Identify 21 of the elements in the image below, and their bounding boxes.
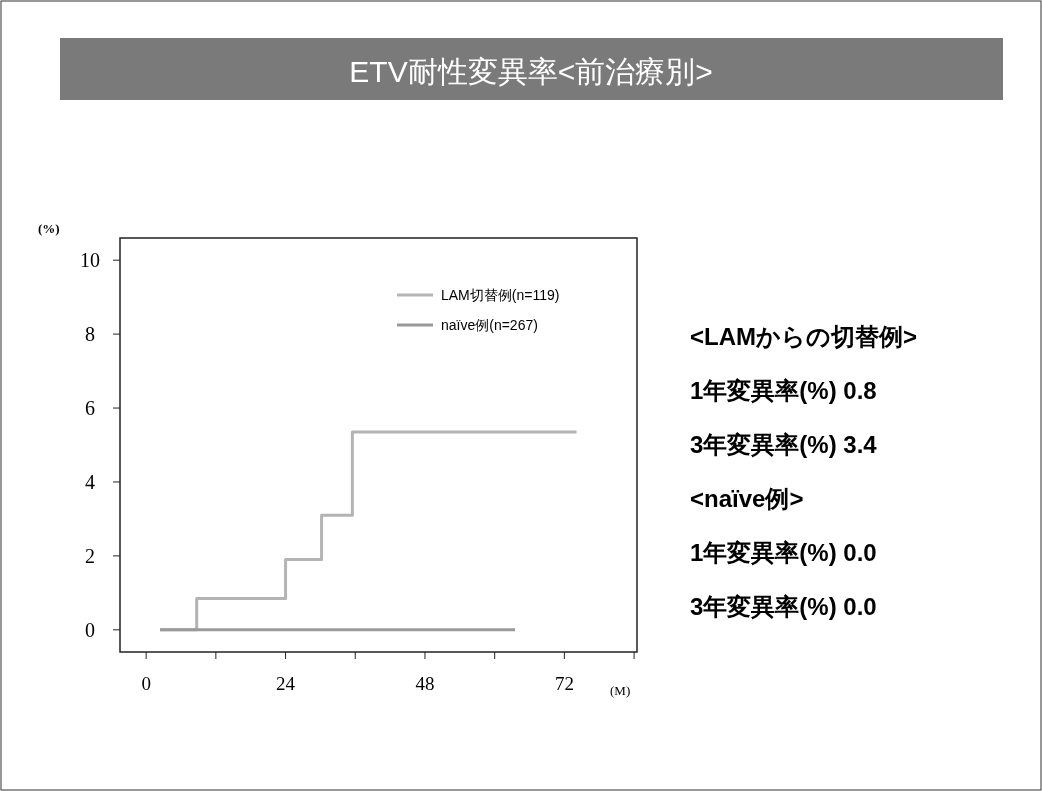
y-tick-label: 10	[80, 249, 100, 272]
annotation: 3年変異率(%) 3.4	[690, 431, 877, 458]
title: ETV耐性変異率<前治療別>	[349, 55, 713, 88]
annotation: 1年変異率(%) 0.8	[690, 377, 877, 404]
y-tick-label: 4	[85, 470, 95, 493]
x-axis-title: (M)	[610, 683, 631, 698]
legend-label: LAM切替例(n=119)	[441, 287, 560, 303]
annotation: <naïve例>	[690, 485, 804, 512]
annotation: <LAMからの切替例>	[690, 323, 917, 350]
annotation: 1年変異率(%) 0.0	[690, 539, 877, 566]
y-tick-label: 8	[85, 323, 95, 346]
x-tick-label: 72	[554, 673, 574, 694]
legend-label: naïve例(n=267)	[441, 317, 538, 333]
x-tick-label: 0	[141, 673, 151, 694]
y-tick-label: 0	[85, 618, 95, 641]
annotation: 3年変異率(%) 0.0	[690, 593, 877, 620]
y-tick-label: 6	[85, 397, 95, 420]
y-tick-label: 2	[85, 544, 95, 567]
y-axis-title: (%)	[38, 221, 60, 236]
x-tick-label: 24	[276, 673, 296, 694]
x-tick-label: 48	[415, 673, 435, 694]
